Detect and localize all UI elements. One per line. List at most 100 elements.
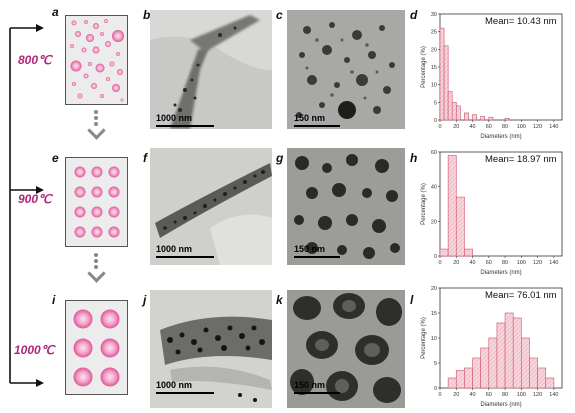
histogram-bar — [537, 367, 547, 389]
x-tick-label: 20 — [453, 124, 459, 130]
panel-label-g: g — [276, 151, 284, 165]
histogram-bar — [529, 357, 538, 389]
y-tick-label: 5 — [434, 100, 437, 106]
panel-label-b: b — [143, 8, 151, 22]
x-axis-label: Diameters (nm) — [480, 134, 521, 140]
histogram-bar — [472, 357, 481, 389]
temperature-bracket — [9, 24, 44, 387]
tem-image-b — [150, 10, 272, 129]
process-arrow-1 — [87, 110, 106, 140]
tem-image-g — [287, 148, 405, 265]
scale-bar-k — [294, 392, 340, 394]
histogram-bar — [512, 317, 522, 389]
x-tick-label: 20 — [453, 392, 459, 398]
x-tick-label: 100 — [517, 260, 526, 266]
plot-frame — [439, 151, 563, 257]
histogram-bar — [447, 155, 457, 257]
histogram-bar — [521, 337, 530, 389]
x-axis-label: Diameters (nm) — [480, 270, 521, 276]
scheme-panel-900 — [65, 157, 128, 247]
x-tick-label: 40 — [469, 392, 475, 398]
histogram-bar — [488, 337, 498, 389]
x-tick-label: 80 — [502, 392, 508, 398]
panel-label-l: l — [410, 293, 414, 307]
scale-text-g: 150 nm — [294, 244, 326, 254]
scale-text-c: 150 nm — [294, 113, 326, 123]
x-tick-label: 60 — [486, 392, 492, 398]
x-tick-label: 140 — [549, 392, 558, 398]
temperature-label-900: 900℃ — [18, 192, 52, 206]
chevron-down-icon — [87, 121, 106, 140]
x-tick-label: 0 — [438, 260, 441, 266]
y-tick-label: 15 — [431, 311, 437, 317]
scale-text-b: 1000 nm — [156, 113, 193, 123]
tem-image-f — [150, 148, 272, 265]
histogram-l: 0 20 40 60 80 100 120 140 0 5 10 15 20 Diameters (nm)… — [421, 286, 563, 408]
scale-bar-g — [294, 256, 340, 258]
scale-text-f: 1000 nm — [156, 244, 193, 254]
plot-frame — [439, 13, 563, 121]
histogram-bar — [447, 91, 453, 121]
x-axis-label: Diameters (nm) — [480, 402, 521, 408]
scale-bar-j — [156, 392, 214, 394]
y-tick-label: 40 — [431, 185, 437, 191]
x-tick-label: 140 — [549, 124, 558, 130]
mean-label-h: Mean= 18.97 nm — [485, 154, 557, 165]
histogram-bar — [496, 322, 506, 389]
y-tick-label: 30 — [431, 12, 437, 18]
mean-label-l: Mean= 76.01 nm — [485, 290, 557, 301]
y-axis-label: Percentage (%) — [421, 46, 427, 88]
histogram-bar — [439, 27, 445, 121]
tem-image-k — [287, 290, 405, 408]
scale-bar-b — [156, 125, 214, 127]
histogram-bar — [488, 116, 494, 121]
large-particles-diagram — [73, 309, 120, 387]
histogram-bar — [464, 112, 469, 121]
y-tick-label: 10 — [431, 83, 437, 89]
x-tick-label: 140 — [549, 260, 558, 266]
y-tick-label: 10 — [431, 336, 437, 342]
scale-bar-c — [294, 125, 340, 127]
panel-label-k: k — [276, 293, 283, 307]
histogram-bar — [480, 347, 490, 389]
x-tick-label: 60 — [486, 260, 492, 266]
panel-label-a: a — [52, 5, 59, 19]
panel-label-h: h — [410, 151, 418, 165]
x-tick-label: 0 — [438, 392, 441, 398]
x-tick-label: 80 — [502, 260, 508, 266]
histogram-d: 0 20 40 60 80 100 120 140 0 5 10 15 20 25 30 Diameters … — [421, 12, 563, 140]
panel-label-j: j — [143, 293, 147, 307]
mean-label-d: Mean= 10.43 nm — [485, 16, 557, 27]
small-particles-diagram — [70, 19, 124, 102]
histogram-bar — [545, 377, 555, 389]
x-tick-label: 120 — [533, 392, 542, 398]
y-tick-label: 25 — [431, 30, 437, 36]
temperature-label-1000: 1000℃ — [14, 343, 55, 357]
scale-text-j: 1000 nm — [156, 380, 193, 390]
x-tick-label: 100 — [517, 392, 526, 398]
histogram-bar — [480, 116, 486, 121]
y-tick-label: 20 — [431, 47, 437, 53]
process-arrow-2 — [87, 253, 106, 283]
histogram-h: 0 20 40 60 80 100 120 140 0 20 40 60 Diameters (nm) P… — [421, 150, 563, 276]
panel-label-e: e — [52, 151, 59, 165]
histogram-bar — [455, 105, 461, 121]
medium-particles-diagram — [74, 166, 120, 238]
panel-label-f: f — [143, 151, 147, 165]
histogram-bar — [451, 102, 457, 121]
y-tick-label: 5 — [434, 361, 437, 367]
y-tick-label: 20 — [431, 286, 437, 292]
temperature-label-800: 800℃ — [18, 53, 52, 67]
histogram-bar — [443, 45, 449, 121]
x-tick-label: 100 — [517, 124, 526, 130]
panel-label-c: c — [276, 8, 283, 22]
y-axis-label: Percentage (%) — [421, 317, 427, 359]
x-tick-label: 0 — [438, 124, 441, 130]
tem-image-c — [287, 10, 405, 129]
histogram-bar — [504, 312, 514, 389]
x-tick-label: 80 — [502, 124, 508, 130]
histogram-bar — [464, 248, 473, 257]
histogram-bar — [464, 367, 473, 389]
x-tick-label: 120 — [533, 260, 542, 266]
panel-label-d: d — [410, 8, 418, 22]
